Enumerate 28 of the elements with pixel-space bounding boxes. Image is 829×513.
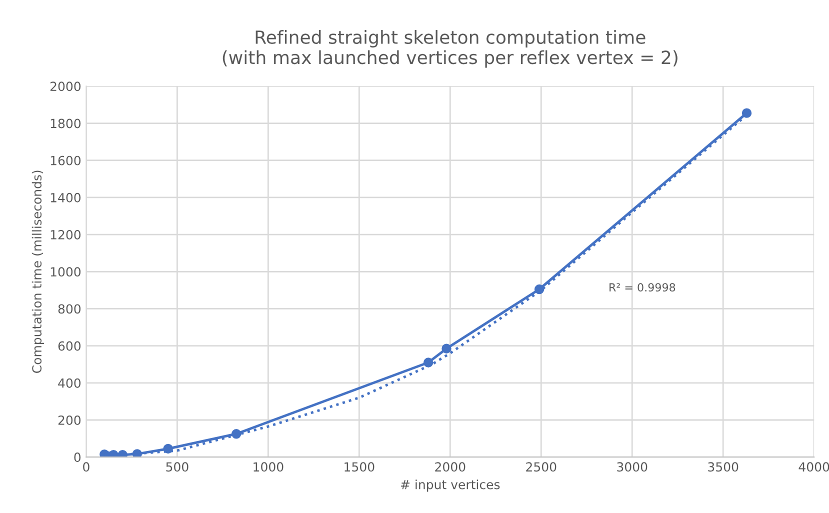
point [442, 344, 452, 354]
x-tick-label: 500 [166, 462, 188, 472]
y-tick-label: 1800 [50, 118, 81, 128]
y-tick-label: 1200 [50, 230, 81, 240]
y-tick-label: 1600 [50, 156, 81, 166]
x-tick-label: 4000 [798, 462, 829, 472]
y-tick-label: 0 [74, 452, 81, 462]
x-tick-label: 1500 [344, 462, 374, 472]
chart-title: Refined straight skeleton computation time (with max launched vertices per reflex vertex = 2) [222, 30, 678, 68]
point [231, 429, 242, 439]
x-tick-label: 0 [83, 462, 90, 472]
x-tick-label: 3500 [708, 462, 738, 472]
y-tick-label: 600 [58, 341, 81, 351]
y-tick-label: 1400 [50, 192, 81, 202]
annotation: R² = 0.9998 [610, 283, 676, 292]
x-tick-label: 2500 [526, 462, 556, 472]
y-tick-label: 800 [58, 304, 81, 314]
x-tick-label: 2000 [435, 462, 466, 472]
point [423, 358, 434, 368]
y-tick-label: 400 [58, 378, 81, 388]
y-axis-title: Computation time (milliseconds) [32, 170, 44, 373]
x-tick-label: 3000 [617, 462, 648, 472]
y-tick-label: 200 [58, 415, 81, 425]
point [742, 108, 752, 118]
y-tick-label: 2000 [50, 82, 81, 92]
x-axis-title: # input vertices [400, 480, 500, 492]
x-tick-label: 1000 [254, 462, 284, 472]
y-tick-label: 1000 [50, 267, 81, 277]
